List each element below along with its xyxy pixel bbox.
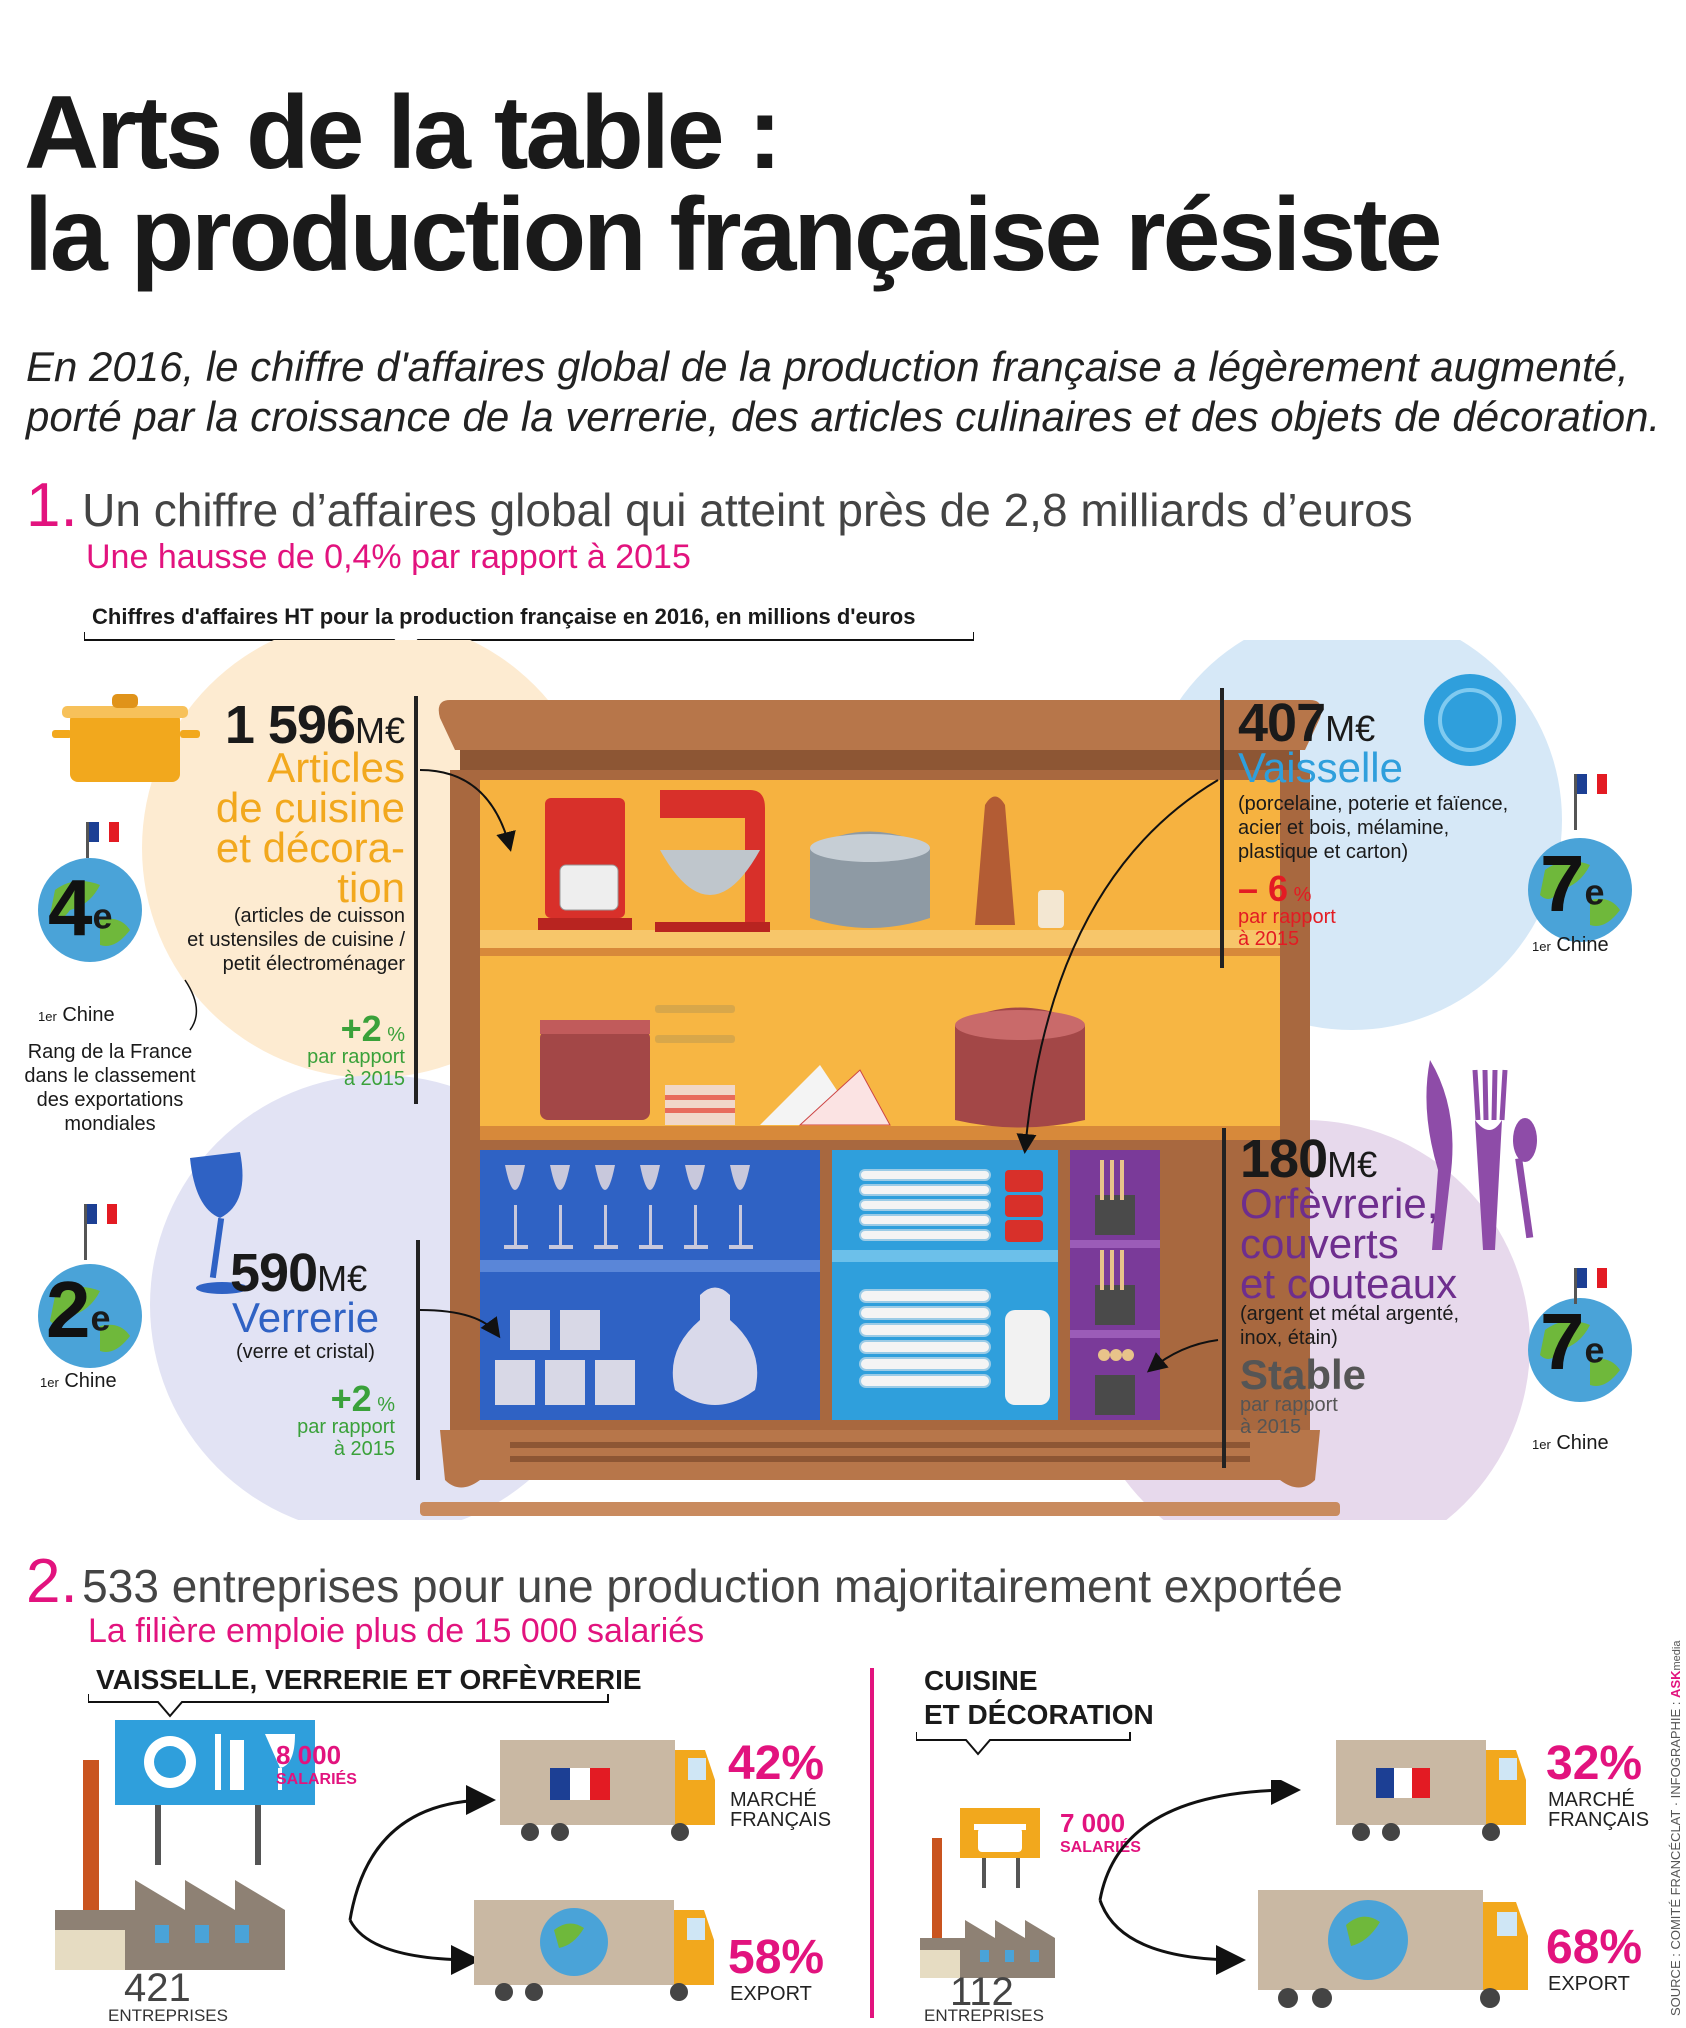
cuisine-first: 1er Chine [38,1004,115,1026]
group2-companies: 112 [950,1970,1014,2014]
section2-heading: 2. 533 entreprises pour une production m… [26,1546,1626,1617]
group1-pointer [88,1694,609,1718]
french-flag-icon [86,822,119,858]
cooking-pot-icon [52,694,200,782]
group2-export-pct: 68% [1546,1921,1643,1974]
group1-market-pct: 42% [728,1737,825,1790]
pepper-mill [975,796,1015,925]
page-title: Arts de la table : la production françai… [24,75,1443,293]
verrerie-detail: (verre et cristal) [236,1341,375,1363]
vaisselle-value: 407M€ [1238,693,1376,753]
cutlery-icon [1426,1060,1537,1250]
cabinet-illustration [420,700,1340,1516]
section1-number: 1. [26,471,78,540]
cuisine-name: Articles de cuisine et décora- tion [215,744,405,911]
orfevrerie-name: Orfèvrerie, couverts et couteaux [1240,1180,1458,1307]
group1-market-label: MARCHÉ FRANÇAIS [730,1789,832,1831]
red-cups [1005,1170,1043,1242]
group1-branch-arrows [348,1785,496,1975]
source-credit: SOURCE : COMITÉ FRANCÉCLAT · INFOGRAPHIE… [1668,1640,1683,2016]
group1-companies-label: ENTREPRISES [108,2006,228,2025]
truck-icon [500,1740,715,1841]
section2-number: 2. [26,1547,78,1616]
truck-icon [1336,1740,1526,1841]
milk-jug [1005,1310,1050,1405]
group2-export-label: EXPORT [1548,1973,1630,1995]
cuisine-rank: 4e [48,863,113,952]
vaisselle-detail: (porcelaine, poterie et faïence, acier e… [1238,793,1509,863]
intro-text: En 2016, le chiffre d'affaires global de… [26,343,1661,440]
pan-stack [540,1030,650,1120]
orfevrerie-rank: 7e [1540,1297,1605,1386]
orfevrerie-value: 180M€ [1240,1129,1378,1189]
salt-shaker [1038,890,1064,928]
cutlery-holders [1095,1195,1135,1415]
section1-caption: Chiffres d'affaires HT pour la productio… [92,604,916,629]
factory-icon [920,1808,1055,1978]
factory-icon [55,1720,315,1970]
compartment-verrerie [480,1150,820,1420]
tea-towels [665,1085,735,1125]
globe-icon [38,1264,142,1368]
section2-subtitle: La filière emploie plus de 15 000 salari… [88,1612,705,1650]
group1-label: VAISSELLE, VERRERIE ET ORFÈVRERIE [96,1664,642,1695]
group2-branch-arrows [1098,1780,1301,1975]
orfevrerie-detail: (argent et métal argenté, inox, étain) [1240,1303,1460,1349]
cabinet-crown [438,700,1322,750]
section1-subtitle: Une hausse de 0,4% par rapport à 2015 [86,538,691,576]
section1-heading: 1. Un chiffre d’affaires global qui atte… [26,470,1666,541]
globe-icon [1528,838,1632,942]
plate-icon [1424,674,1516,766]
globe-icon [38,858,142,962]
group2-market-label: MARCHÉ FRANÇAIS [1548,1789,1650,1831]
vaisselle-name: Vaisselle [1238,744,1403,791]
plate-stack [859,1169,991,1388]
french-flag-icon [1574,1268,1607,1304]
vaisselle-first: 1er Chine [1532,934,1609,956]
truck-icon [1258,1890,1528,2008]
carafe [672,1287,758,1405]
french-flag-icon [1574,774,1607,830]
group1-export-label: EXPORT [730,1983,812,2005]
verrerie-name: Verrerie [232,1294,380,1341]
orfevrerie-divider [1222,1128,1226,1468]
group2-label: CUISINE ET DÉCORATION [924,1665,1154,1730]
stand-mixer [660,790,765,922]
group1-export-pct: 58% [728,1931,825,1984]
orfevrerie-first: 1er Chine [1532,1432,1609,1454]
tumblers [495,1310,635,1405]
vaisselle-change: – 6 % par rapport à 2015 [1238,868,1336,951]
section1-title: Un chiffre d’affaires global qui atteint… [82,484,1413,536]
orfevrerie-change: Stable par rapport à 2015 [1240,1351,1367,1439]
wine-glasses [504,1165,753,1249]
vaisselle-divider [1220,688,1224,968]
connector-arrows [184,769,1219,1373]
verrerie-rank: 2e [46,1265,111,1354]
verrerie-divider [416,1240,420,1480]
vaisselle-rank: 7e [1540,839,1605,928]
french-flag-icon [84,1204,117,1260]
cuisine-detail: (articles de cuisson et ustensiles de cu… [187,905,405,975]
rank-note: Rang de la France dans le classement des… [24,1041,196,1135]
section2-title: 533 entreprises pour une production majo… [82,1560,1343,1612]
truck-icon [474,1900,714,2001]
globe-icon [1528,1298,1632,1402]
verrerie-value: 590M€ [230,1243,368,1303]
group-divider [870,1668,874,2018]
group2-market-pct: 32% [1546,1737,1643,1790]
verrerie-first: 1er Chine [40,1370,117,1392]
group1-employees: 8 000 SALARIÉS [276,1740,357,1788]
group1-companies: 421 [124,1966,191,2010]
group2-companies-label: ENTREPRISES [924,2006,1044,2025]
group2-pointer [916,1732,1131,1756]
cuisine-divider [414,696,418,1104]
cuisine-value: 1 596M€ [224,695,405,755]
wine-glass-icon [190,1152,248,1294]
cuisine-change: +2 % par rapport à 2015 [307,1008,405,1091]
verrerie-change: +2 % par rapport à 2015 [297,1378,395,1461]
